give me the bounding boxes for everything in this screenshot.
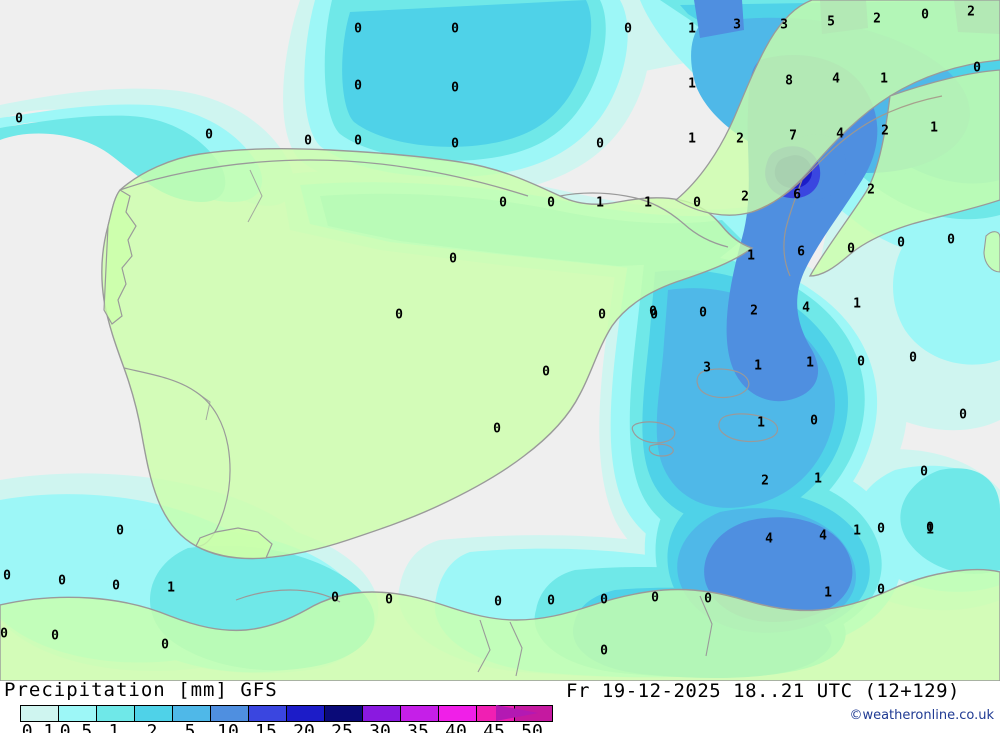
- colorbar-swatch-0.1: [21, 706, 59, 721]
- balearic-islands: [631, 368, 779, 457]
- land-layer: [0, 0, 1000, 681]
- spain-internal-borders: [195, 169, 263, 421]
- colorbar-swatch-1: [97, 706, 135, 721]
- colorbar-tick-1: 1: [108, 721, 120, 733]
- colorbar-swatch-15: [249, 706, 287, 721]
- legend-title: Precipitation [mm] GFS: [4, 679, 278, 701]
- colorbar-tick-40: 40: [445, 721, 467, 733]
- colorbar-tick-0.1: 0.1: [21, 721, 55, 733]
- colorbar-tick-0.5: 0.5: [59, 721, 93, 733]
- morocco-north-coast: [235, 589, 341, 603]
- colorbar-tick-20: 20: [293, 721, 315, 733]
- colorbar-swatch-25: [325, 706, 363, 721]
- colorbar-tick-10: 10: [217, 721, 239, 733]
- france-country-outline: [751, 95, 943, 277]
- colorbar-swatch-20: [287, 706, 325, 721]
- colorbar-tick-25: 25: [331, 721, 353, 733]
- colorbar-swatch-0.5: [59, 706, 97, 721]
- portugal-border: [123, 367, 231, 547]
- colorbar-swatch-40: [439, 706, 477, 721]
- galicia-coast: [103, 189, 137, 325]
- algeria-borders: [477, 595, 713, 677]
- colorbar-tick-50: 50: [521, 721, 543, 733]
- colorbar-tick-30: 30: [369, 721, 391, 733]
- colorbar-tick-45: 45: [483, 721, 505, 733]
- colorbar-tick-15: 15: [255, 721, 277, 733]
- colorbar-tick-5: 5: [184, 721, 196, 733]
- map-footer: Precipitation [mm] GFS Fr 19-12-2025 18.…: [0, 679, 1000, 733]
- colorbar-swatch-2: [135, 706, 173, 721]
- colorbar-tick-2: 2: [146, 721, 158, 733]
- precipitation-colorbar: [20, 705, 553, 722]
- pyrenees-border: [559, 192, 729, 248]
- colorbar-tick-labels: 0.1 0.5 1 2 5 10 15 20 25 30 35 40 45 50: [0, 721, 543, 733]
- forecast-timestamp: Fr 19-12-2025 18..21 UTC (12+129): [566, 680, 960, 702]
- colorbar-swatch-30: [363, 706, 401, 721]
- colorbar-swatch-10: [211, 706, 249, 721]
- map-canvas: [0, 0, 1000, 681]
- corsica-island: [983, 231, 1000, 273]
- cantabrian-coast: [119, 159, 529, 197]
- iberia-landmass: [101, 148, 754, 560]
- colorbar-overflow-arrow: [496, 705, 538, 721]
- colorbar-tick-35: 35: [407, 721, 429, 733]
- algarve-coast: [195, 527, 273, 560]
- colorbar-swatch-35: [401, 706, 439, 721]
- copyright-notice: ©weatheronline.co.uk: [849, 708, 994, 723]
- colorbar-swatch-5: [173, 706, 211, 721]
- north-africa-landmass: [0, 568, 1000, 681]
